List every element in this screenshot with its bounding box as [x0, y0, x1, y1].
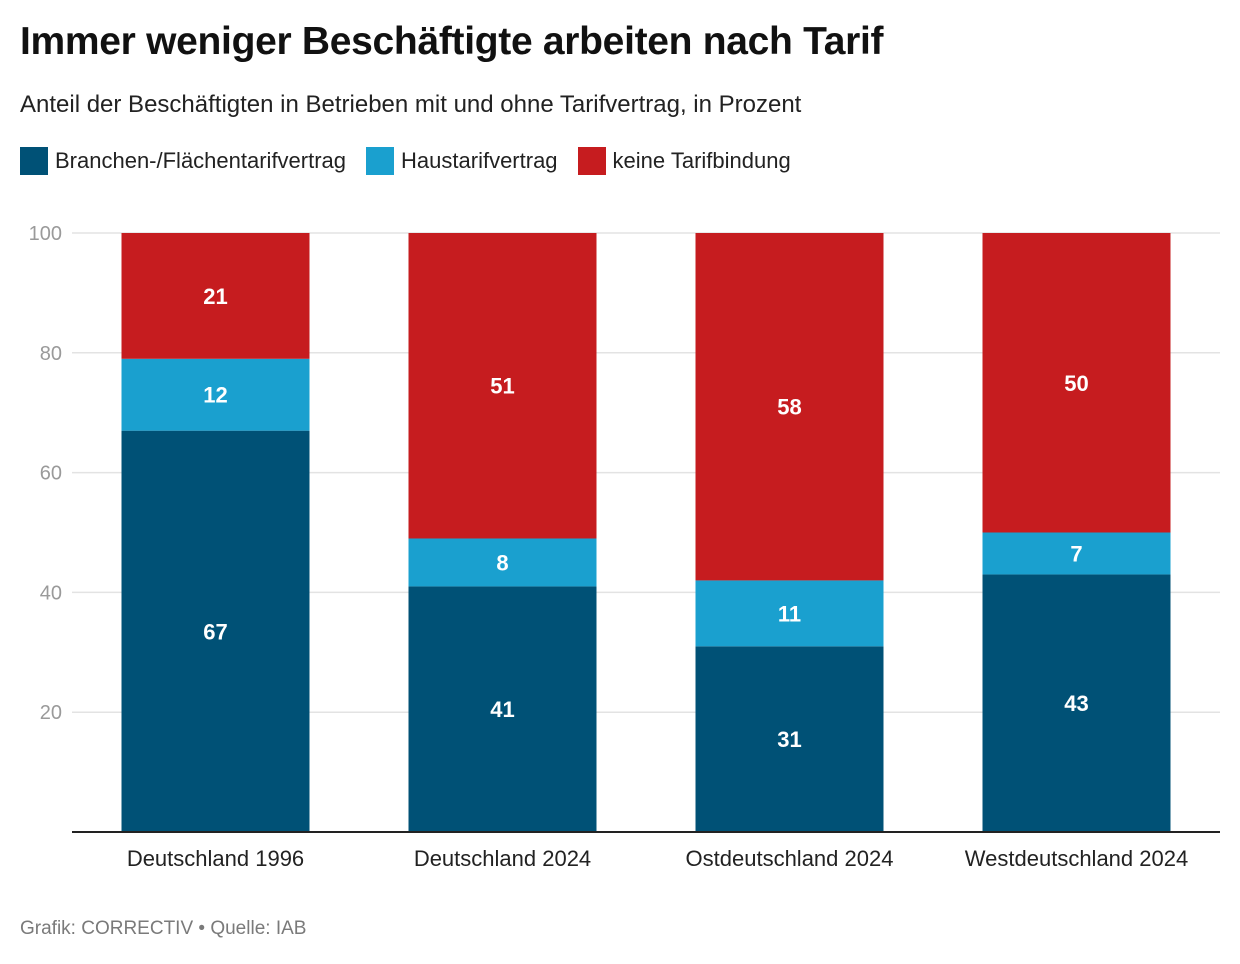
- x-tick-label: Deutschland 1996: [127, 846, 304, 871]
- bar-segment: [982, 233, 1171, 533]
- x-tick-label: Ostdeutschland 2024: [686, 846, 894, 871]
- legend-item-keine-tarifbindung: keine Tarifbindung: [577, 147, 791, 175]
- bar-segment: [695, 646, 884, 832]
- y-tick-label: 60: [40, 463, 62, 485]
- data-label: 58: [777, 395, 801, 420]
- source-footer: Grafik: CORRECTIV • Quelle: IAB: [20, 918, 307, 939]
- legend-label-branchen: Branchen-/Flächentarifvertrag: [55, 148, 347, 173]
- x-tick-label: Deutschland 2024: [414, 846, 591, 871]
- bar-segment: [121, 233, 310, 359]
- y-tick-label: 80: [40, 343, 62, 365]
- data-label: 51: [490, 374, 514, 399]
- y-tick-label: 40: [40, 582, 62, 604]
- bar-segment: [982, 574, 1171, 832]
- bar-segment: [408, 538, 597, 587]
- legend-label-haustarif: Haustarifvertrag: [401, 148, 558, 173]
- y-tick-label: 20: [40, 702, 62, 724]
- data-label: 67: [203, 619, 227, 644]
- legend-label-keine-tarifbindung: keine Tarifbindung: [612, 148, 791, 173]
- legend-item-branchen: Branchen-/Flächentarifvertrag: [20, 147, 346, 175]
- bar-segment: [408, 586, 597, 832]
- bar-segment: [695, 233, 884, 581]
- bar-segment: [121, 430, 310, 832]
- data-label: 12: [203, 383, 227, 408]
- legend-swatch-keine-tarifbindung: [577, 147, 606, 175]
- legend-swatch-branchen: [20, 147, 48, 175]
- bar-segment: [121, 358, 310, 431]
- data-label: 11: [778, 601, 801, 626]
- data-label: 41: [490, 697, 514, 722]
- data-label: 21: [203, 284, 227, 309]
- legend-swatch-haustarif: [366, 147, 395, 175]
- data-label: 8: [496, 550, 508, 575]
- legend-item-haustarif: Haustarifvertrag: [366, 147, 558, 175]
- x-tick-label: Westdeutschland 2024: [965, 846, 1188, 871]
- bar-segment: [695, 580, 884, 647]
- bar-segment: [982, 532, 1171, 575]
- bar-segment: [408, 233, 597, 539]
- stacked-bar-chart: 20 40 60 80 100 67 12 21 Deutschland 1996 41 8 51 De…: [29, 223, 1220, 871]
- data-label: 50: [1064, 371, 1088, 396]
- legend: Branchen-/Flächentarifvertrag Haustarifv…: [20, 147, 811, 175]
- data-label: 43: [1064, 691, 1088, 716]
- chart-subtitle: Anteil der Beschäftigten in Betrieben mi…: [20, 91, 802, 118]
- data-label: 31: [777, 727, 801, 752]
- y-tick-label: 100: [29, 223, 62, 245]
- chart-title: Immer weniger Beschäftigte arbeiten nach…: [20, 20, 884, 63]
- data-label: 7: [1070, 541, 1082, 566]
